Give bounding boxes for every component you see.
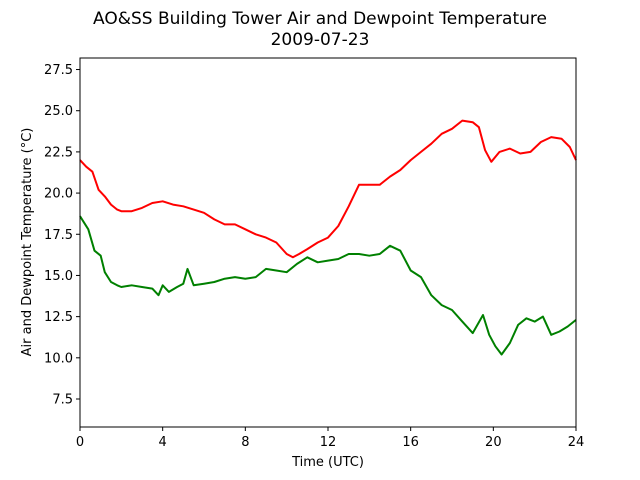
- x-tick-label: 8: [241, 435, 249, 450]
- series-line-2: [79, 215, 577, 356]
- y-tick-label: 15.0: [44, 269, 73, 284]
- x-tick-label: 12: [320, 435, 337, 450]
- x-axis: 0 4 8 12 16 20 24: [76, 427, 584, 450]
- y-tick-label: 17.5: [44, 228, 73, 243]
- x-tick-label: 4: [159, 435, 167, 450]
- x-axis-label: Time (UTC): [291, 455, 364, 470]
- y-tick-label: 20.0: [44, 187, 73, 202]
- chart-title: AO&SS Building Tower Air and Dewpoint Te…: [93, 9, 547, 29]
- y-axis-label: Air and Dewpoint Temperature (°C): [20, 128, 35, 357]
- x-tick-label: 16: [402, 435, 419, 450]
- plot-series: [79, 119, 577, 356]
- y-tick-label: 12.5: [44, 310, 73, 325]
- plot-frame: [79, 57, 577, 428]
- x-tick-label: 24: [568, 435, 585, 450]
- y-tick-label: 7.5: [52, 392, 73, 407]
- y-tick-label: 27.5: [44, 63, 73, 78]
- chart-subtitle: 2009-07-23: [271, 30, 370, 50]
- y-tick-label: 25.0: [44, 104, 73, 119]
- x-tick-label: 20: [485, 435, 502, 450]
- series-line-1: [79, 119, 577, 259]
- y-tick-label: 22.5: [44, 145, 73, 160]
- x-tick-label: 0: [76, 435, 84, 450]
- y-axis: 7.5 10.0 12.5 15.0 17.5 20.0 22.5 25.0 27.5: [44, 63, 80, 407]
- y-tick-label: 10.0: [44, 351, 73, 366]
